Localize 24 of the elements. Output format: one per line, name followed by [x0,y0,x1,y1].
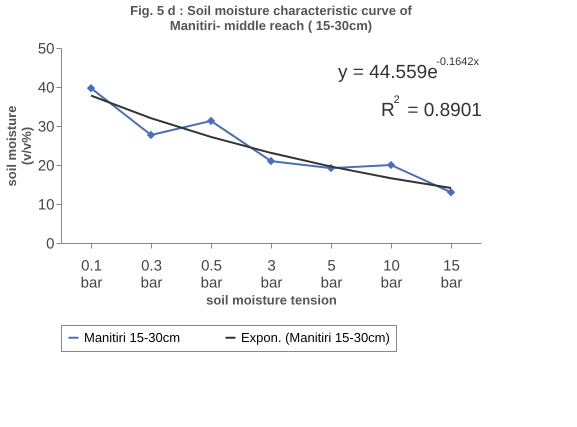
point [386,160,396,170]
point [206,116,216,126]
y-tick-label: 50 [38,40,54,58]
legend-label: Manitiri 15-30cm [84,330,180,345]
point [266,156,276,166]
y-tick-label: 0 [46,236,54,252]
legend-label: Expon. (Manitiri 15-30cm) [241,330,390,345]
x-tick-label: 10 bar [380,258,402,292]
point [86,84,96,92]
y-tick-label: 10 [38,196,54,214]
y-tick-label: 40 [38,80,54,96]
x-tick-label: 5 bar [320,258,342,292]
chart-title: Fig. 5 d : Soil moisture characteristic curve of Manitiri- middle reach ( 15-30cm) [130,3,413,33]
x-tick-label: 0.5 bar [200,258,222,292]
x-tick-label: 3 bar [260,258,282,292]
x-axis-title: soil moisture tension [206,292,337,308]
point [146,130,156,140]
x-tick-label: 15 bar [440,258,462,292]
y-tick-label: 20 [38,158,54,174]
x-tick-label: 0.3 bar [140,258,162,292]
x-tick-label: 0.1 bar [80,258,102,292]
y-axis-title: soil moisture (v/v%) [4,106,34,186]
y-tick-label: 30 [38,118,54,136]
point [446,188,456,196]
